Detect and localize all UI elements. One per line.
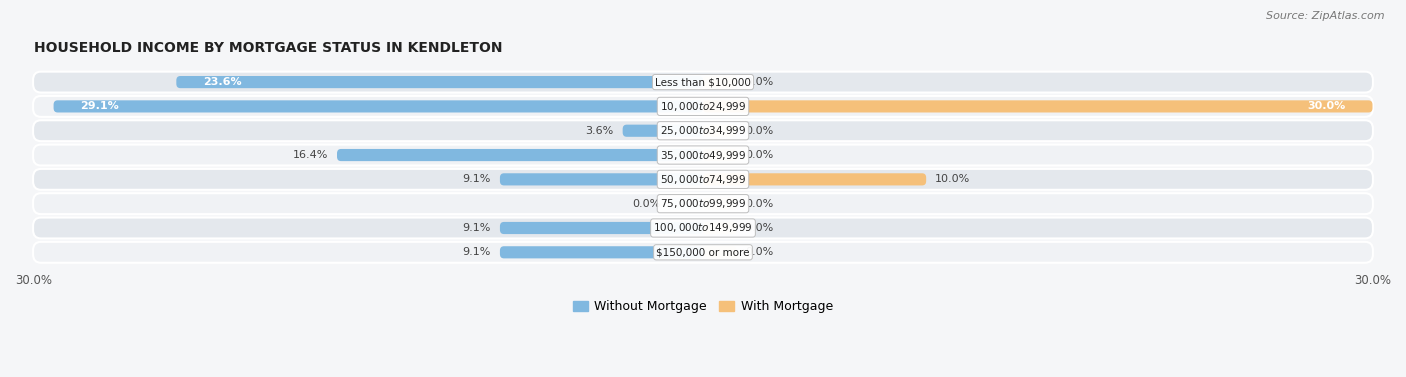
Text: 16.4%: 16.4% <box>292 150 328 160</box>
FancyBboxPatch shape <box>703 125 737 137</box>
FancyBboxPatch shape <box>703 173 927 185</box>
FancyBboxPatch shape <box>34 96 1372 117</box>
FancyBboxPatch shape <box>34 145 1372 166</box>
FancyBboxPatch shape <box>501 246 703 258</box>
Text: 0.0%: 0.0% <box>745 77 773 87</box>
Text: 0.0%: 0.0% <box>745 247 773 257</box>
Text: $35,000 to $49,999: $35,000 to $49,999 <box>659 149 747 161</box>
FancyBboxPatch shape <box>501 173 703 185</box>
FancyBboxPatch shape <box>669 198 703 210</box>
Text: $10,000 to $24,999: $10,000 to $24,999 <box>659 100 747 113</box>
Text: $75,000 to $99,999: $75,000 to $99,999 <box>659 197 747 210</box>
Text: 10.0%: 10.0% <box>935 174 970 184</box>
Text: 30.0%: 30.0% <box>1308 101 1346 112</box>
FancyBboxPatch shape <box>623 125 703 137</box>
FancyBboxPatch shape <box>176 76 703 88</box>
Text: 3.6%: 3.6% <box>585 126 614 136</box>
Text: Source: ZipAtlas.com: Source: ZipAtlas.com <box>1267 11 1385 21</box>
FancyBboxPatch shape <box>34 169 1372 190</box>
FancyBboxPatch shape <box>703 100 1372 112</box>
Text: 9.1%: 9.1% <box>463 223 491 233</box>
Text: 0.0%: 0.0% <box>745 126 773 136</box>
Text: 29.1%: 29.1% <box>80 101 120 112</box>
FancyBboxPatch shape <box>703 76 737 88</box>
Text: $50,000 to $74,999: $50,000 to $74,999 <box>659 173 747 186</box>
FancyBboxPatch shape <box>703 149 737 161</box>
FancyBboxPatch shape <box>703 246 737 258</box>
FancyBboxPatch shape <box>34 193 1372 214</box>
Text: 0.0%: 0.0% <box>745 223 773 233</box>
FancyBboxPatch shape <box>34 120 1372 141</box>
FancyBboxPatch shape <box>34 72 1372 92</box>
Text: 0.0%: 0.0% <box>745 150 773 160</box>
Text: 0.0%: 0.0% <box>745 199 773 209</box>
FancyBboxPatch shape <box>34 242 1372 263</box>
FancyBboxPatch shape <box>501 222 703 234</box>
FancyBboxPatch shape <box>337 149 703 161</box>
FancyBboxPatch shape <box>34 218 1372 238</box>
Text: $100,000 to $149,999: $100,000 to $149,999 <box>654 222 752 234</box>
Text: 23.6%: 23.6% <box>202 77 242 87</box>
Text: 9.1%: 9.1% <box>463 247 491 257</box>
Text: $150,000 or more: $150,000 or more <box>657 247 749 257</box>
Text: Less than $10,000: Less than $10,000 <box>655 77 751 87</box>
Text: HOUSEHOLD INCOME BY MORTGAGE STATUS IN KENDLETON: HOUSEHOLD INCOME BY MORTGAGE STATUS IN K… <box>34 41 502 55</box>
FancyBboxPatch shape <box>53 100 703 112</box>
Text: 9.1%: 9.1% <box>463 174 491 184</box>
Legend: Without Mortgage, With Mortgage: Without Mortgage, With Mortgage <box>568 296 838 319</box>
Text: 0.0%: 0.0% <box>633 199 661 209</box>
FancyBboxPatch shape <box>703 198 737 210</box>
Text: $25,000 to $34,999: $25,000 to $34,999 <box>659 124 747 137</box>
FancyBboxPatch shape <box>703 222 737 234</box>
